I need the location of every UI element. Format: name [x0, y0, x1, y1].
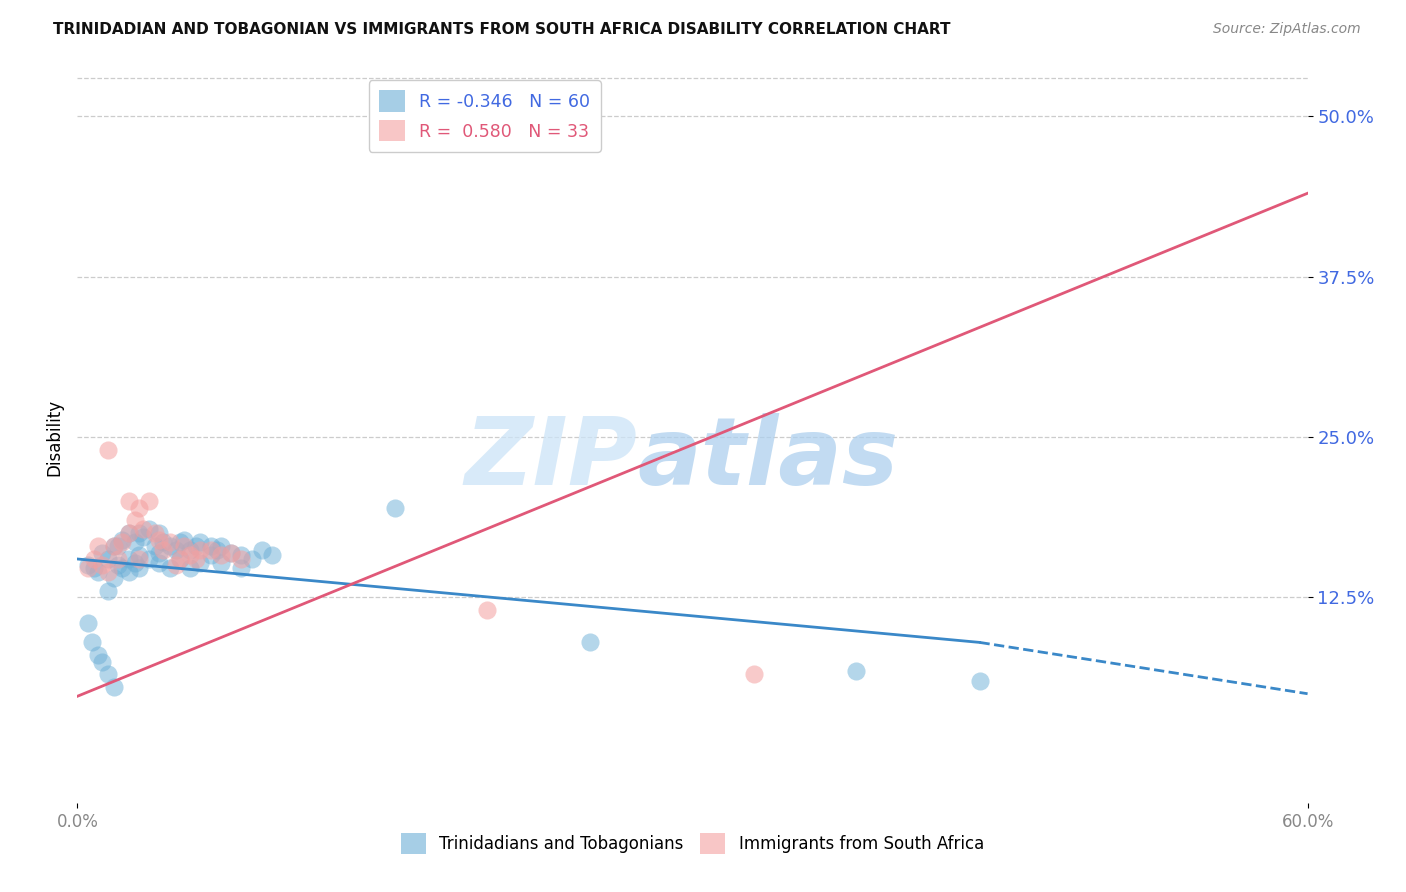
Point — [173, 533, 195, 547]
Point — [845, 664, 868, 678]
Point — [165, 558, 187, 573]
Point — [117, 552, 139, 566]
Text: atlas: atlas — [637, 413, 898, 505]
Point — [138, 523, 160, 537]
Point — [76, 561, 98, 575]
Point — [111, 535, 134, 549]
Point — [186, 552, 208, 566]
Point — [179, 561, 201, 575]
Point — [231, 561, 253, 575]
Point — [219, 545, 242, 559]
Point — [103, 571, 125, 585]
Point — [188, 556, 212, 570]
Point — [205, 543, 228, 558]
Point — [231, 552, 253, 566]
Point — [97, 667, 120, 681]
Point — [169, 535, 191, 549]
Point — [132, 523, 155, 537]
Point — [128, 526, 150, 541]
Point — [143, 539, 166, 553]
Point — [87, 648, 110, 663]
Point — [159, 539, 181, 553]
Point — [103, 539, 125, 553]
Point — [159, 535, 181, 549]
Point — [83, 561, 105, 575]
Point — [111, 561, 134, 575]
Legend: Trinidadians and Tobagonians, Immigrants from South Africa: Trinidadians and Tobagonians, Immigrants… — [394, 827, 991, 860]
Point — [117, 565, 139, 579]
Point — [159, 561, 181, 575]
Point — [117, 526, 139, 541]
Point — [138, 494, 160, 508]
Point — [148, 556, 170, 570]
Point — [169, 552, 191, 566]
Point — [152, 543, 174, 558]
Point — [103, 681, 125, 695]
Point — [87, 539, 110, 553]
Point — [179, 543, 201, 558]
Point — [87, 565, 110, 579]
Point — [124, 556, 146, 570]
Point — [90, 558, 114, 573]
Point — [90, 545, 114, 559]
Point — [209, 539, 232, 553]
Point — [117, 494, 139, 508]
Point — [169, 552, 191, 566]
Text: TRINIDADIAN AND TOBAGONIAN VS IMMIGRANTS FROM SOUTH AFRICA DISABILITY CORRELATIO: TRINIDADIAN AND TOBAGONIAN VS IMMIGRANTS… — [53, 22, 950, 37]
Point — [209, 548, 232, 562]
Point — [128, 561, 150, 575]
Point — [179, 548, 201, 562]
Point — [148, 533, 170, 547]
Point — [97, 552, 120, 566]
Point — [200, 543, 222, 558]
Point — [188, 543, 212, 558]
Point — [80, 635, 103, 649]
Text: ZIP: ZIP — [464, 413, 637, 505]
Point — [209, 556, 232, 570]
Point — [384, 500, 406, 515]
Point — [188, 535, 212, 549]
Point — [103, 539, 125, 553]
Point — [128, 500, 150, 515]
Point — [143, 526, 166, 541]
Point — [262, 548, 284, 562]
Point — [173, 539, 195, 553]
Point — [969, 673, 991, 688]
Point — [152, 535, 174, 549]
Point — [138, 552, 160, 566]
Point — [124, 514, 146, 528]
Point — [117, 526, 139, 541]
Point — [128, 552, 150, 566]
Y-axis label: Disability: Disability — [45, 399, 63, 475]
Point — [111, 533, 134, 547]
Point — [107, 558, 129, 573]
Point — [477, 603, 499, 617]
Point — [200, 548, 222, 562]
Point — [165, 543, 187, 558]
Point — [97, 584, 120, 599]
Point — [128, 548, 150, 562]
Point — [231, 548, 253, 562]
Point — [76, 616, 98, 631]
Point — [76, 558, 98, 573]
Point — [107, 539, 129, 553]
Point — [219, 545, 242, 559]
Point — [97, 565, 120, 579]
Point — [124, 535, 146, 549]
Point — [107, 552, 129, 566]
Point — [186, 539, 208, 553]
Point — [132, 530, 155, 544]
Point — [579, 635, 602, 649]
Point — [97, 442, 120, 457]
Point — [200, 539, 222, 553]
Point — [148, 526, 170, 541]
Point — [83, 552, 105, 566]
Point — [240, 552, 263, 566]
Text: Source: ZipAtlas.com: Source: ZipAtlas.com — [1213, 22, 1361, 37]
Point — [250, 543, 273, 558]
Point — [742, 667, 765, 681]
Point — [90, 655, 114, 669]
Point — [148, 545, 170, 559]
